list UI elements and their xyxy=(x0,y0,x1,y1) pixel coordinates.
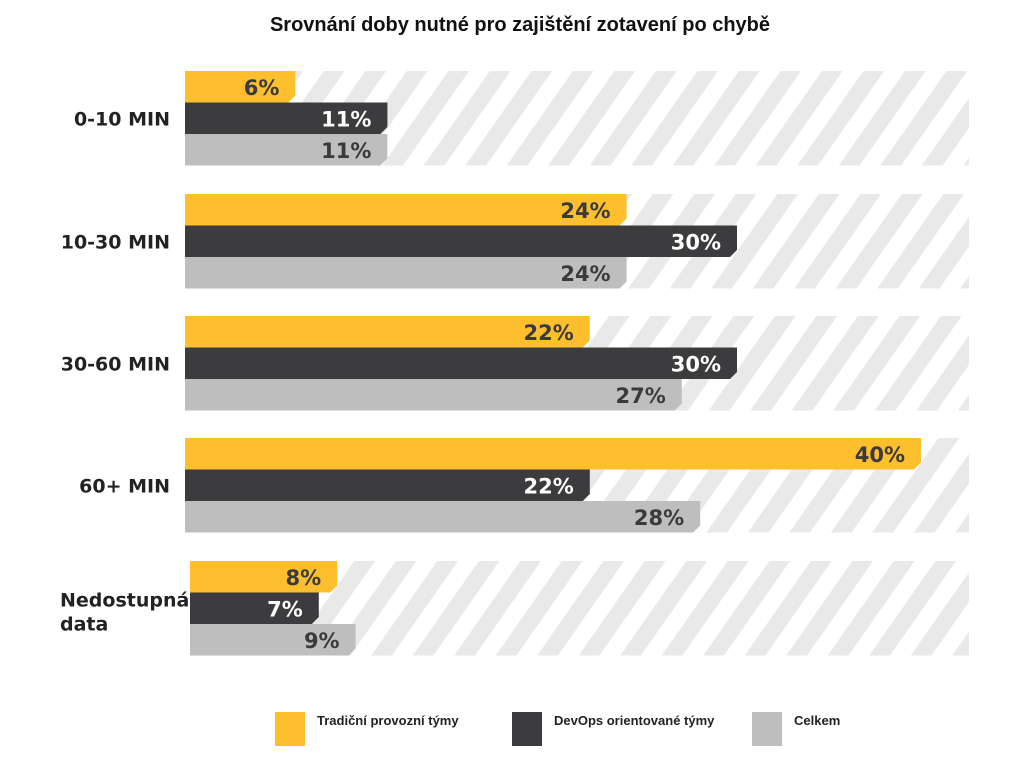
category-label-60-min: 60+ MIN xyxy=(79,475,170,497)
category-label-10-30-min: 10-30 MIN xyxy=(61,231,170,253)
data-label-tradicni-provozni-tymy-10-30-min: 24% xyxy=(560,199,610,223)
legend-swatch-traditional xyxy=(275,712,305,746)
legend-swatch-devops xyxy=(512,712,542,746)
bar-tradicni-provozni-tymy-60-min xyxy=(185,438,921,470)
bar-devops-orientovane-tymy-10-30-min xyxy=(185,225,737,257)
bar-chart: 0-10 MIN 6% 11% 11% 10-30 MIN 24% 30% 24% 30-60 … xyxy=(60,71,969,656)
bar-tradicni-provozni-tymy-0-10-min xyxy=(185,71,296,103)
data-label-celkem-60-min: 28% xyxy=(634,506,684,530)
data-label-devops-orientovane-tymy-10-30-min: 30% xyxy=(671,230,721,254)
bar-tradicni-provozni-tymy-10-30-min xyxy=(185,194,627,226)
category-label-nedostupna-data: Nedostupná data xyxy=(60,589,189,635)
data-label-tradicni-provozni-tymy-30-60-min: 22% xyxy=(524,321,574,345)
data-label-devops-orientovane-tymy-nedostupna-data: 7% xyxy=(267,597,303,621)
data-label-tradicni-provozni-tymy-nedostupna-data: 8% xyxy=(286,566,322,590)
legend-swatch-total xyxy=(752,712,782,746)
bar-devops-orientovane-tymy-60-min xyxy=(185,469,590,501)
legend-item-total: Celkem xyxy=(752,712,914,746)
category-label-30-60-min: 30-60 MIN xyxy=(61,353,170,375)
data-label-celkem-nedostupna-data: 9% xyxy=(304,629,340,653)
bar-devops-orientovane-tymy-30-60-min xyxy=(185,347,737,379)
bar-devops-orientovane-tymy-nedostupna-data xyxy=(190,592,319,624)
category-label-0-10-min: 0-10 MIN xyxy=(74,108,170,130)
bar-celkem-30-60-min xyxy=(185,379,682,411)
data-label-celkem-10-30-min: 24% xyxy=(560,262,610,286)
bar-devops-orientovane-tymy-0-10-min xyxy=(185,102,388,134)
data-label-tradicni-provozni-tymy-60-min: 40% xyxy=(855,443,905,467)
data-label-devops-orientovane-tymy-0-10-min: 11% xyxy=(321,107,371,131)
bar-tradicni-provozni-tymy-30-60-min xyxy=(185,316,590,348)
legend-label-devops: DevOps orientované týmy xyxy=(554,713,715,728)
data-label-devops-orientovane-tymy-30-60-min: 30% xyxy=(671,352,721,376)
data-label-tradicni-provozni-tymy-0-10-min: 6% xyxy=(244,76,280,100)
bar-celkem-60-min xyxy=(185,501,701,533)
bar-celkem-0-10-min xyxy=(185,134,388,166)
data-label-devops-orientovane-tymy-60-min: 22% xyxy=(524,474,574,498)
bar-tradicni-provozni-tymy-nedostupna-data xyxy=(190,561,338,593)
bar-celkem-nedostupna-data xyxy=(190,624,356,656)
chart-title: Srovnání doby nutné pro zajištění zotave… xyxy=(269,14,771,36)
legend-label-traditional: Tradiční provozní týmy xyxy=(317,713,459,728)
data-label-celkem-0-10-min: 11% xyxy=(321,139,371,163)
legend-item-traditional: Tradiční provozní týmy xyxy=(275,712,487,746)
legend-item-devops: DevOps orientované týmy xyxy=(512,712,724,746)
bar-celkem-10-30-min xyxy=(185,257,627,289)
data-label-celkem-30-60-min: 27% xyxy=(616,384,666,408)
legend-label-total: Celkem xyxy=(794,713,841,728)
